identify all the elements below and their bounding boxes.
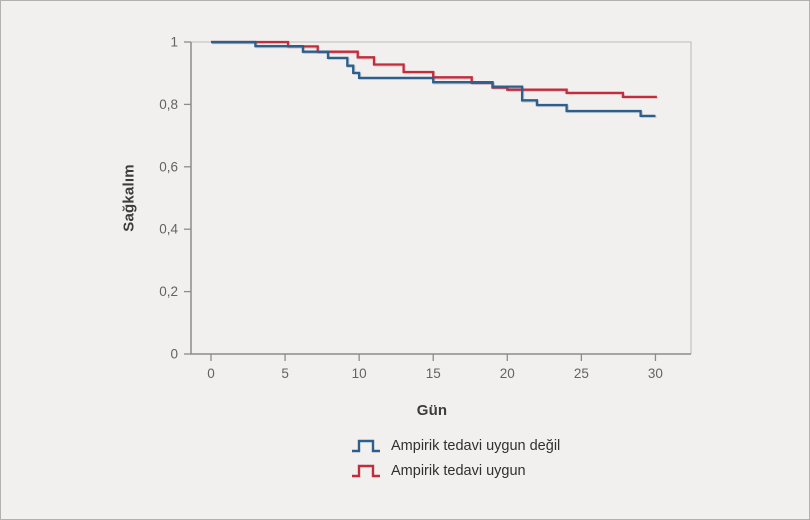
series-curve-uygun bbox=[211, 40, 657, 99]
y-tick-label: 0,8 bbox=[159, 97, 178, 112]
step-line-icon bbox=[352, 439, 380, 453]
step-line-icon bbox=[352, 464, 380, 478]
legend-label: Ampirik tedavi uygun bbox=[391, 463, 526, 479]
x-tick-label: 15 bbox=[426, 366, 441, 381]
series-curve-uygun-degil bbox=[211, 40, 656, 118]
y-tick-label: 1 bbox=[170, 35, 178, 50]
legend-item-uygun-degil: Ampirik tedavi uygun değil bbox=[351, 436, 560, 456]
x-tick-label: 0 bbox=[207, 366, 215, 381]
legend-item-uygun: Ampirik tedavi uygun bbox=[351, 461, 560, 481]
legend-label: Ampirik tedavi uygun değil bbox=[391, 438, 561, 454]
y-tick-label: 0,2 bbox=[159, 284, 178, 299]
y-tick-label: 0,4 bbox=[159, 222, 178, 237]
y-tick-label: 0,6 bbox=[159, 159, 178, 174]
plot-frame bbox=[191, 41, 692, 354]
axis-lines bbox=[190, 42, 691, 355]
x-axis-title: Gün bbox=[416, 402, 448, 419]
x-tick-label: 25 bbox=[574, 366, 589, 381]
y-tick-label: 0 bbox=[170, 347, 178, 362]
x-tick-label: 30 bbox=[648, 366, 663, 381]
x-tick-label: 20 bbox=[500, 366, 515, 381]
x-tick-label: 5 bbox=[281, 366, 289, 381]
x-tick-label: 10 bbox=[352, 366, 367, 381]
legend: Ampirik tedavi uygun değil Ampirik tedav… bbox=[351, 436, 560, 481]
